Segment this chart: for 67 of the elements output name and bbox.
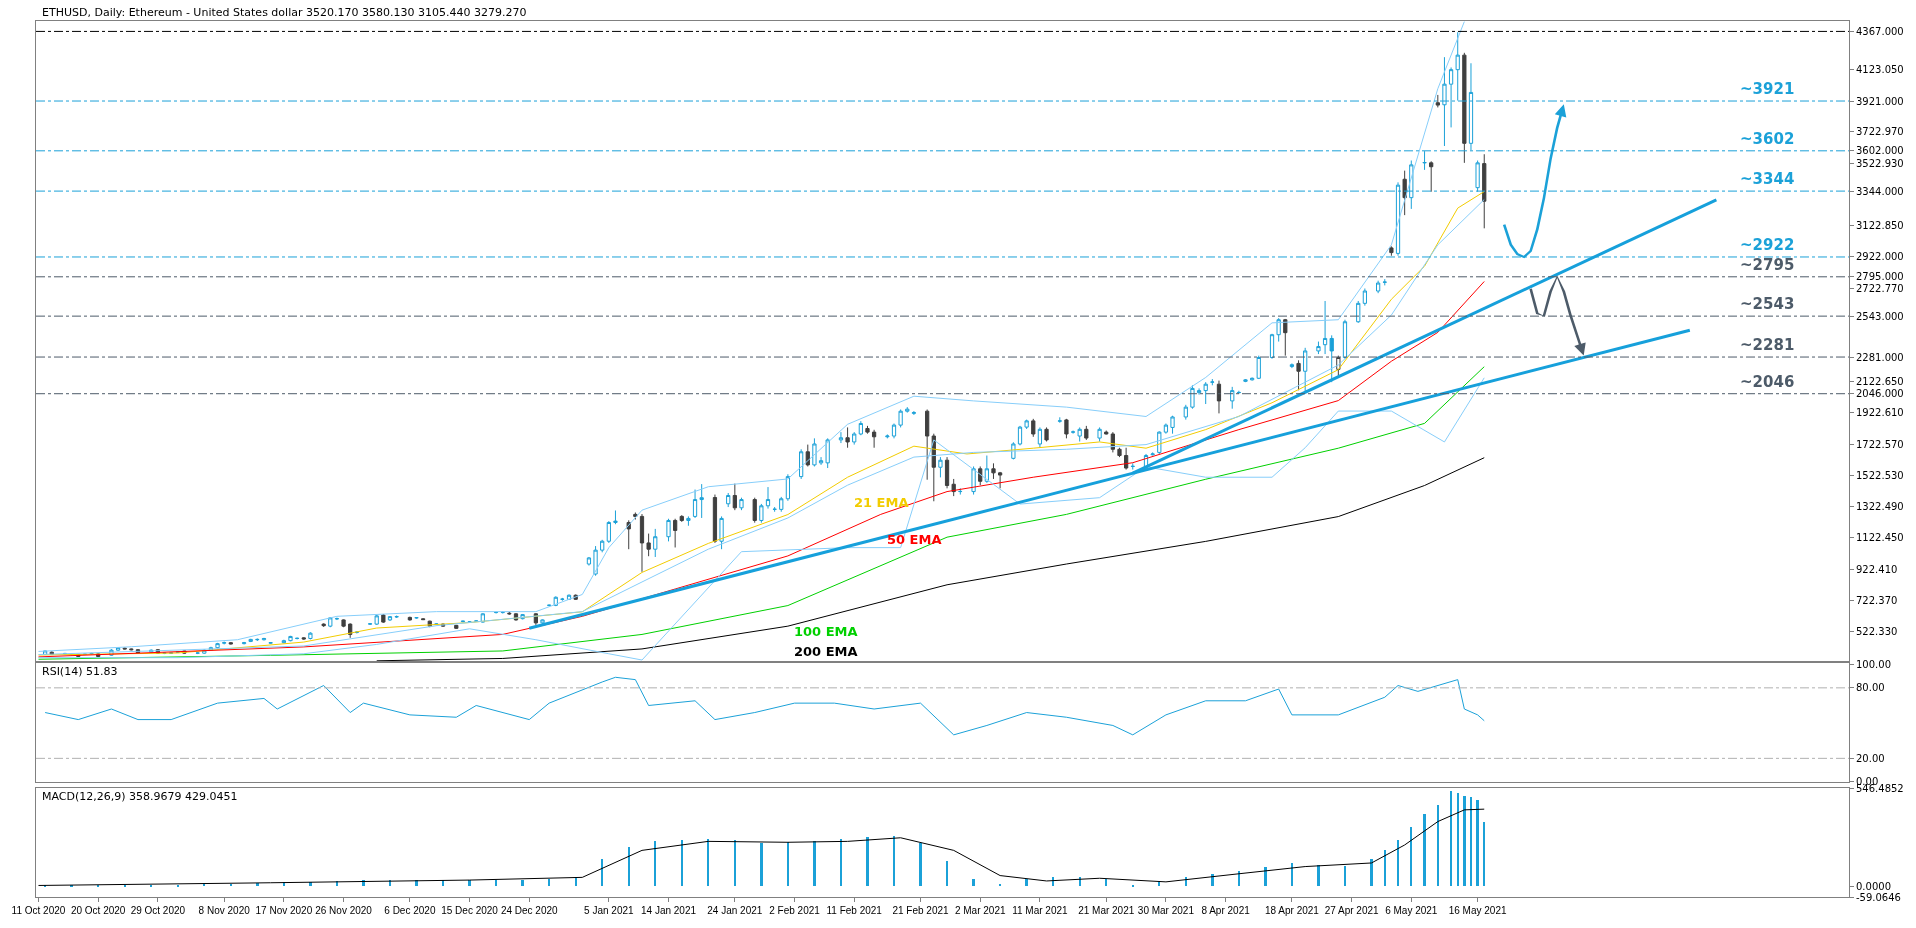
chart-title: RSI(14) 51.83	[42, 665, 118, 678]
y-tick-label: 3602.000	[1856, 145, 1904, 157]
y-tick-label: 2122.650	[1856, 376, 1904, 388]
ref-line-label: ~2543	[1740, 295, 1795, 313]
x-tick-label: 16 May 2021	[1448, 905, 1507, 916]
y-tick-label: 2281.000	[1856, 351, 1904, 363]
y-tick-label: 722.370	[1856, 594, 1898, 606]
x-tick-label: 18 Apr 2021	[1264, 905, 1320, 916]
ref-line-label: ~3344	[1740, 170, 1795, 188]
x-tick-label: 14 Jan 2021	[640, 905, 697, 916]
x-tick-label: 11 Oct 2020	[11, 905, 66, 916]
ref-line-label: ~2795	[1740, 256, 1795, 274]
y-tick-label: 3122.850	[1856, 220, 1904, 232]
ref-line-label: ~3602	[1740, 130, 1795, 148]
x-tick-label: 17 Nov 2020	[255, 905, 313, 916]
ref-line-label: ~2046	[1740, 373, 1795, 391]
y-tick-label: 2795.000	[1856, 271, 1904, 283]
y-tick-label: 0.0000	[1856, 880, 1891, 892]
x-tick-label: 21 Mar 2021	[1078, 905, 1135, 916]
x-tick-label: 21 Feb 2021	[892, 905, 950, 916]
y-tick-label: 2046.000	[1856, 388, 1904, 400]
y-tick-label: 1522.530	[1856, 469, 1904, 481]
x-tick-label: 24 Jan 2021	[707, 905, 763, 916]
y-tick-label: 1322.490	[1856, 501, 1904, 513]
x-tick-label: 2 Mar 2021	[954, 905, 1006, 916]
chart-title: MACD(12,26,9) 358.9679 429.0451	[42, 790, 238, 803]
x-tick-label: 11 Mar 2021	[1012, 905, 1069, 916]
y-tick-label: 522.330	[1856, 626, 1898, 638]
x-tick-label: 27 Apr 2021	[1324, 905, 1380, 916]
x-tick-label: 29 Oct 2020	[130, 905, 186, 916]
y-tick-label: 2722.770	[1856, 282, 1904, 294]
y-tick-label: 3344.000	[1856, 185, 1904, 197]
x-tick-label: 6 Dec 2020	[384, 905, 436, 916]
ref-line-label: ~2281	[1740, 336, 1795, 354]
y-tick-label: 2922.000	[1856, 251, 1904, 263]
y-tick-label: 1922.610	[1856, 407, 1904, 419]
y-tick-label: 1122.450	[1856, 532, 1904, 544]
chart-title: ETHUSD, Daily: Ethereum - United States dollar 3520.170 3580.130 3105.440 3279.270	[42, 6, 527, 19]
x-tick-label: 20 Oct 2020	[70, 905, 126, 916]
y-tick-label: 80.00	[1856, 682, 1885, 694]
x-tick-label: 30 Mar 2021	[1137, 905, 1195, 916]
ref-line-label: ~2922	[1740, 236, 1795, 254]
y-tick-label: 4367.000	[1856, 25, 1904, 37]
x-tick-label: 24 Dec 2020	[500, 905, 559, 916]
y-tick-label: 3921.000	[1856, 95, 1904, 107]
series-label: 50 EMA	[887, 532, 942, 547]
y-tick-label: 4123.050	[1856, 63, 1904, 75]
y-tick-label: -59.0646	[1856, 891, 1901, 903]
series-label: 100 EMA	[794, 624, 858, 639]
x-tick-label: 2 Feb 2021	[769, 905, 821, 916]
x-tick-label: 8 Apr 2021	[1201, 905, 1251, 916]
series-label: 21 EMA	[854, 495, 909, 510]
x-tick-label: 26 Nov 2020	[315, 905, 373, 916]
ref-line-label: ~3921	[1740, 80, 1795, 98]
y-tick-label: 20.00	[1856, 752, 1885, 764]
x-tick-label: 6 May 2021	[1385, 905, 1438, 916]
y-tick-label: 3722.970	[1856, 126, 1904, 138]
y-tick-label: 2543.000	[1856, 310, 1904, 322]
series-label: 200 EMA	[794, 644, 858, 659]
x-tick-label: 11 Feb 2021	[826, 905, 883, 916]
x-tick-label: 15 Dec 2020	[441, 905, 499, 916]
x-tick-label: 8 Nov 2020	[198, 905, 251, 916]
y-tick-label: 3522.930	[1856, 157, 1904, 169]
y-tick-label: 100.00	[1856, 658, 1891, 670]
y-tick-label: 1722.570	[1856, 438, 1904, 450]
x-tick-label: 5 Jan 2021	[584, 905, 635, 916]
y-tick-label: 922.410	[1856, 563, 1898, 575]
